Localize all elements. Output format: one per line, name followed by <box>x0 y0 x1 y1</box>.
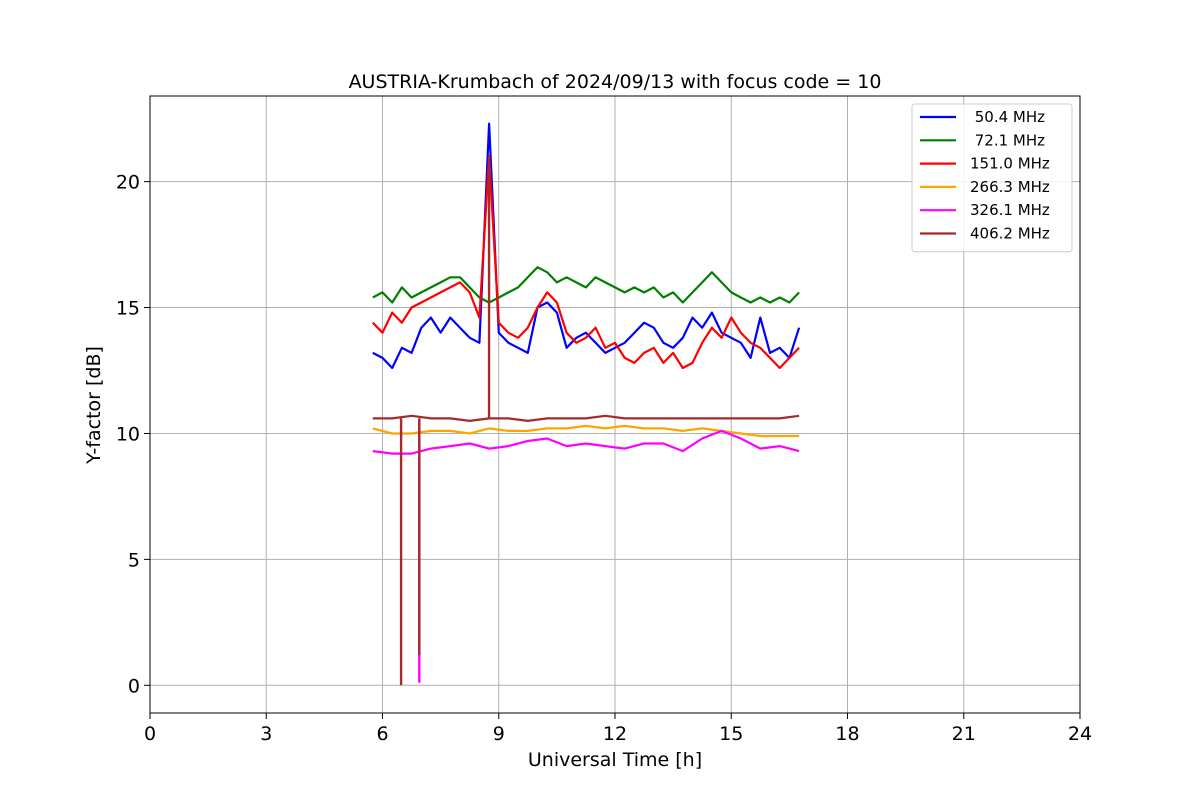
series-line-4 <box>372 429 800 455</box>
legend-label: 72.1 MHz <box>970 131 1045 149</box>
x-tick-label: 15 <box>719 723 743 745</box>
x-ticks: 0 3 6 9 12 15 18 21 24 <box>144 713 1092 745</box>
legend-label: 406.2 MHz <box>970 225 1050 243</box>
x-tick-label: 0 <box>144 723 156 745</box>
legend-label: 266.3 MHz <box>970 178 1050 196</box>
legend: 50.4 MHz 72.1 MHz 151.0 MHz 266.3 MHz 326.1… <box>911 103 1073 253</box>
x-tick-label: 12 <box>603 723 627 745</box>
series-line-3 <box>372 424 800 438</box>
plot-series <box>372 122 801 686</box>
legend-label: 151.0 MHz <box>970 155 1050 173</box>
legend-label: 50.4 MHz <box>970 108 1045 126</box>
y-ticks: 0 5 10 15 20 <box>116 172 150 697</box>
x-tick-label: 9 <box>493 723 505 745</box>
x-tick-label: 24 <box>1068 723 1092 745</box>
x-tick-label: 6 <box>376 723 388 745</box>
y-tick-label: 20 <box>116 172 140 194</box>
x-tick-label: 18 <box>835 723 859 745</box>
y-tick-label: 15 <box>116 298 140 320</box>
y-axis-label: Y-factor [dB] <box>83 346 105 465</box>
y-tick-label: 10 <box>116 423 140 445</box>
series-line-2 <box>372 155 800 370</box>
series-line-5 <box>372 414 800 422</box>
x-tick-label: 21 <box>952 723 976 745</box>
series-line-1 <box>372 266 800 304</box>
y-tick-label: 5 <box>128 549 140 571</box>
x-axis-label: Universal Time [h] <box>528 749 702 771</box>
x-tick-label: 3 <box>260 723 272 745</box>
legend-label: 326.1 MHz <box>970 201 1050 219</box>
series-line-0 <box>372 122 801 370</box>
y-tick-label: 0 <box>128 675 140 697</box>
chart-title: AUSTRIA-Krumbach of 2024/09/13 with focu… <box>349 71 882 93</box>
